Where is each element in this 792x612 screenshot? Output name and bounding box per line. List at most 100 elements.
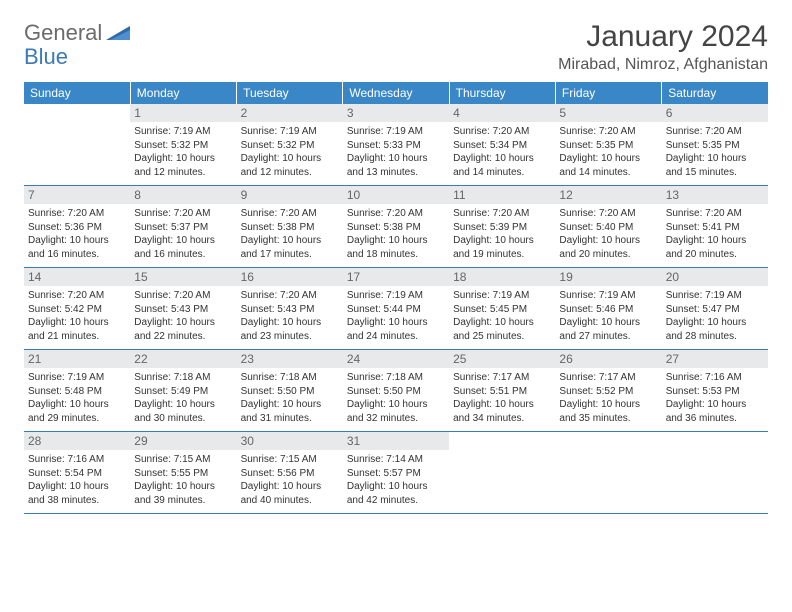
- day-number: 25: [449, 350, 555, 368]
- sunset-text: Sunset: 5:51 PM: [453, 385, 551, 399]
- daylight-text: Daylight: 10 hours and 16 minutes.: [28, 234, 126, 261]
- calendar-cell: 5Sunrise: 7:20 AMSunset: 5:35 PMDaylight…: [555, 104, 661, 186]
- day-body: [555, 436, 661, 494]
- day-body: Sunrise: 7:19 AMSunset: 5:32 PMDaylight:…: [130, 122, 236, 185]
- calendar-cell: [24, 104, 130, 186]
- calendar-cell: 14Sunrise: 7:20 AMSunset: 5:42 PMDayligh…: [24, 268, 130, 350]
- day-number: 4: [449, 104, 555, 122]
- calendar-row: 1Sunrise: 7:19 AMSunset: 5:32 PMDaylight…: [24, 104, 768, 186]
- day-number: 24: [343, 350, 449, 368]
- calendar-cell: 11Sunrise: 7:20 AMSunset: 5:39 PMDayligh…: [449, 186, 555, 268]
- sunset-text: Sunset: 5:40 PM: [559, 221, 657, 235]
- day-body: Sunrise: 7:20 AMSunset: 5:36 PMDaylight:…: [24, 204, 130, 267]
- day-body: Sunrise: 7:18 AMSunset: 5:50 PMDaylight:…: [343, 368, 449, 431]
- sunrise-text: Sunrise: 7:20 AM: [559, 125, 657, 139]
- day-number: 16: [237, 268, 343, 286]
- daylight-text: Daylight: 10 hours and 20 minutes.: [666, 234, 764, 261]
- daylight-text: Daylight: 10 hours and 42 minutes.: [347, 480, 445, 507]
- day-body: Sunrise: 7:19 AMSunset: 5:33 PMDaylight:…: [343, 122, 449, 185]
- sunrise-text: Sunrise: 7:19 AM: [28, 371, 126, 385]
- daylight-text: Daylight: 10 hours and 14 minutes.: [559, 152, 657, 179]
- sunrise-text: Sunrise: 7:20 AM: [453, 207, 551, 221]
- sunset-text: Sunset: 5:50 PM: [241, 385, 339, 399]
- sunrise-text: Sunrise: 7:19 AM: [559, 289, 657, 303]
- sunset-text: Sunset: 5:32 PM: [134, 139, 232, 153]
- daylight-text: Daylight: 10 hours and 27 minutes.: [559, 316, 657, 343]
- day-number: 9: [237, 186, 343, 204]
- daylight-text: Daylight: 10 hours and 15 minutes.: [666, 152, 764, 179]
- sunrise-text: Sunrise: 7:20 AM: [134, 289, 232, 303]
- sunset-text: Sunset: 5:36 PM: [28, 221, 126, 235]
- sunset-text: Sunset: 5:32 PM: [241, 139, 339, 153]
- calendar-cell: 4Sunrise: 7:20 AMSunset: 5:34 PMDaylight…: [449, 104, 555, 186]
- day-body: Sunrise: 7:20 AMSunset: 5:43 PMDaylight:…: [130, 286, 236, 349]
- calendar-cell: 30Sunrise: 7:15 AMSunset: 5:56 PMDayligh…: [237, 432, 343, 514]
- sunrise-text: Sunrise: 7:16 AM: [666, 371, 764, 385]
- day-body: Sunrise: 7:20 AMSunset: 5:34 PMDaylight:…: [449, 122, 555, 185]
- day-number: 11: [449, 186, 555, 204]
- sunrise-text: Sunrise: 7:19 AM: [453, 289, 551, 303]
- day-number: 17: [343, 268, 449, 286]
- sunrise-text: Sunrise: 7:20 AM: [347, 207, 445, 221]
- day-body: Sunrise: 7:20 AMSunset: 5:35 PMDaylight:…: [555, 122, 661, 185]
- sunset-text: Sunset: 5:57 PM: [347, 467, 445, 481]
- sunrise-text: Sunrise: 7:15 AM: [134, 453, 232, 467]
- calendar-cell: 31Sunrise: 7:14 AMSunset: 5:57 PMDayligh…: [343, 432, 449, 514]
- calendar-cell: 10Sunrise: 7:20 AMSunset: 5:38 PMDayligh…: [343, 186, 449, 268]
- daylight-text: Daylight: 10 hours and 12 minutes.: [241, 152, 339, 179]
- sunset-text: Sunset: 5:42 PM: [28, 303, 126, 317]
- day-body: Sunrise: 7:16 AMSunset: 5:53 PMDaylight:…: [662, 368, 768, 431]
- sunrise-text: Sunrise: 7:19 AM: [347, 125, 445, 139]
- day-body: Sunrise: 7:20 AMSunset: 5:41 PMDaylight:…: [662, 204, 768, 267]
- day-number: 2: [237, 104, 343, 122]
- sunset-text: Sunset: 5:35 PM: [559, 139, 657, 153]
- day-body: Sunrise: 7:20 AMSunset: 5:39 PMDaylight:…: [449, 204, 555, 267]
- daylight-text: Daylight: 10 hours and 29 minutes.: [28, 398, 126, 425]
- sunset-text: Sunset: 5:54 PM: [28, 467, 126, 481]
- daylight-text: Daylight: 10 hours and 36 minutes.: [666, 398, 764, 425]
- day-number: 31: [343, 432, 449, 450]
- day-body: Sunrise: 7:19 AMSunset: 5:46 PMDaylight:…: [555, 286, 661, 349]
- sunset-text: Sunset: 5:50 PM: [347, 385, 445, 399]
- daylight-text: Daylight: 10 hours and 19 minutes.: [453, 234, 551, 261]
- day-body: [662, 436, 768, 494]
- day-number: 23: [237, 350, 343, 368]
- sunset-text: Sunset: 5:49 PM: [134, 385, 232, 399]
- day-number: 29: [130, 432, 236, 450]
- daylight-text: Daylight: 10 hours and 40 minutes.: [241, 480, 339, 507]
- weekday-header: Wednesday: [343, 82, 449, 104]
- daylight-text: Daylight: 10 hours and 30 minutes.: [134, 398, 232, 425]
- brand-logo: General: [24, 20, 134, 46]
- day-number: 6: [662, 104, 768, 122]
- sunrise-text: Sunrise: 7:20 AM: [559, 207, 657, 221]
- day-body: Sunrise: 7:19 AMSunset: 5:32 PMDaylight:…: [237, 122, 343, 185]
- daylight-text: Daylight: 10 hours and 21 minutes.: [28, 316, 126, 343]
- sunrise-text: Sunrise: 7:16 AM: [28, 453, 126, 467]
- day-body: Sunrise: 7:20 AMSunset: 5:35 PMDaylight:…: [662, 122, 768, 185]
- day-body: Sunrise: 7:15 AMSunset: 5:56 PMDaylight:…: [237, 450, 343, 513]
- sunset-text: Sunset: 5:52 PM: [559, 385, 657, 399]
- calendar-row: 7Sunrise: 7:20 AMSunset: 5:36 PMDaylight…: [24, 186, 768, 268]
- calendar-cell: 6Sunrise: 7:20 AMSunset: 5:35 PMDaylight…: [662, 104, 768, 186]
- day-number: 26: [555, 350, 661, 368]
- day-number: 12: [555, 186, 661, 204]
- day-number: 13: [662, 186, 768, 204]
- calendar-cell: 26Sunrise: 7:17 AMSunset: 5:52 PMDayligh…: [555, 350, 661, 432]
- sunrise-text: Sunrise: 7:20 AM: [28, 289, 126, 303]
- calendar-cell: 19Sunrise: 7:19 AMSunset: 5:46 PMDayligh…: [555, 268, 661, 350]
- calendar-cell: 24Sunrise: 7:18 AMSunset: 5:50 PMDayligh…: [343, 350, 449, 432]
- weekday-header: Friday: [555, 82, 661, 104]
- weekday-header: Saturday: [662, 82, 768, 104]
- day-body: Sunrise: 7:20 AMSunset: 5:37 PMDaylight:…: [130, 204, 236, 267]
- day-body: Sunrise: 7:15 AMSunset: 5:55 PMDaylight:…: [130, 450, 236, 513]
- sunset-text: Sunset: 5:37 PM: [134, 221, 232, 235]
- day-body: Sunrise: 7:18 AMSunset: 5:50 PMDaylight:…: [237, 368, 343, 431]
- daylight-text: Daylight: 10 hours and 28 minutes.: [666, 316, 764, 343]
- day-number: 27: [662, 350, 768, 368]
- sunset-text: Sunset: 5:43 PM: [134, 303, 232, 317]
- calendar-cell: [449, 432, 555, 514]
- daylight-text: Daylight: 10 hours and 31 minutes.: [241, 398, 339, 425]
- month-title: January 2024: [558, 20, 768, 54]
- day-body: Sunrise: 7:20 AMSunset: 5:40 PMDaylight:…: [555, 204, 661, 267]
- calendar-cell: 9Sunrise: 7:20 AMSunset: 5:38 PMDaylight…: [237, 186, 343, 268]
